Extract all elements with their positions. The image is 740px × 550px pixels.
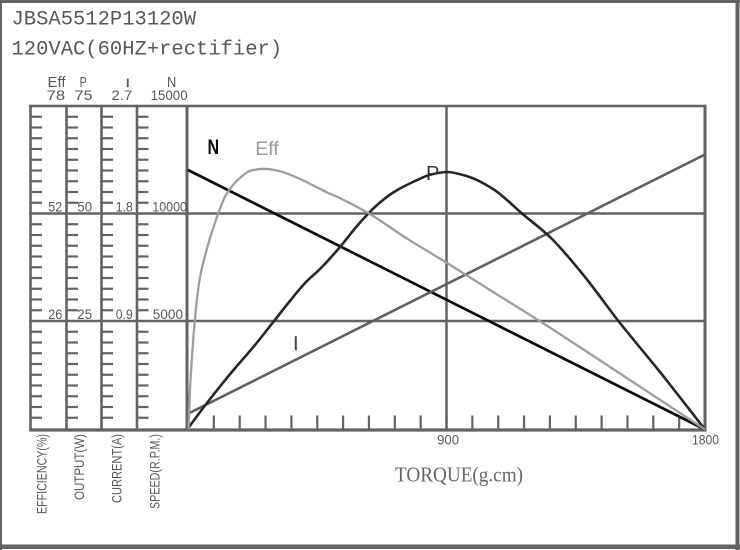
svg-text:TORQUE(g.cm): TORQUE(g.cm): [395, 463, 523, 487]
svg-text:78: 78: [47, 87, 66, 103]
svg-text:75: 75: [75, 87, 93, 103]
svg-text:N: N: [208, 135, 220, 159]
svg-text:JBSA5512P13120W: JBSA5512P13120W: [12, 8, 197, 31]
svg-text:1.8: 1.8: [116, 199, 133, 215]
svg-text:1800: 1800: [692, 432, 719, 448]
svg-text:52: 52: [48, 199, 62, 215]
svg-text:OUTPUT(W): OUTPUT(W): [72, 434, 87, 500]
svg-text:N: N: [167, 75, 176, 91]
svg-text:EFFICIENCY(%): EFFICIENCY(%): [35, 434, 50, 514]
svg-text:Eff: Eff: [255, 139, 279, 160]
svg-text:900: 900: [437, 432, 459, 448]
svg-text:25: 25: [77, 306, 92, 322]
svg-text:CURRENT(A): CURRENT(A): [110, 434, 125, 503]
svg-text:Eff: Eff: [48, 75, 67, 91]
svg-text:15000: 15000: [151, 87, 188, 103]
svg-text:P: P: [426, 162, 439, 185]
svg-text:0.9: 0.9: [116, 306, 133, 322]
svg-text:26: 26: [48, 306, 62, 322]
svg-text:P: P: [80, 75, 87, 91]
svg-text:10000: 10000: [152, 199, 187, 215]
svg-text:2.7: 2.7: [112, 87, 133, 103]
svg-text:50: 50: [77, 199, 92, 215]
svg-text:5000: 5000: [153, 306, 183, 322]
svg-text:120VAC(60HZ+rectifier): 120VAC(60HZ+rectifier): [12, 38, 283, 61]
svg-text:SPEED(R.P.M.): SPEED(R.P.M.): [148, 434, 163, 509]
